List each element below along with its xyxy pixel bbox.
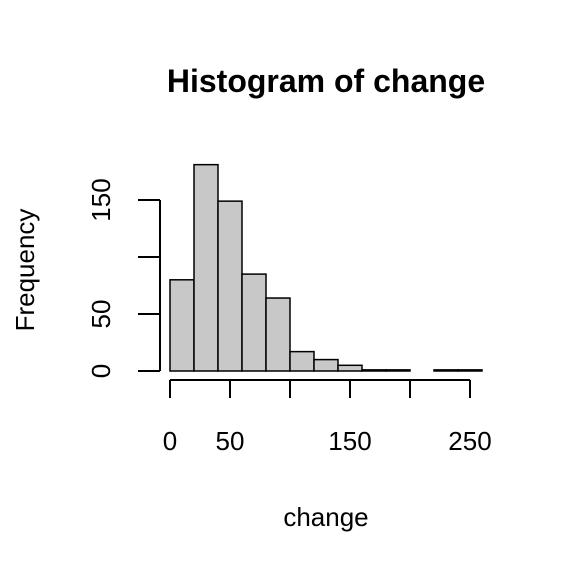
- x-tick-label-250: 250: [448, 426, 491, 456]
- histogram-bar-1: [193, 163, 219, 372]
- histogram-bar-8: [361, 369, 387, 372]
- histogram-bar-9: [385, 369, 411, 372]
- histogram-bar-12: [457, 369, 483, 372]
- histogram-bar-4: [265, 297, 291, 372]
- y-tick-label-0: 0: [86, 364, 116, 378]
- histogram-bar-7: [337, 364, 363, 372]
- histogram-bar-0: [169, 279, 195, 372]
- x-tick-label-50: 50: [216, 426, 245, 456]
- chart-title: Histogram of change: [167, 63, 485, 99]
- x-axis: 0 50 150 250: [163, 379, 492, 456]
- histogram-bar-11: [433, 369, 459, 372]
- x-tick-label-0: 0: [163, 426, 177, 456]
- y-tick-label-50: 50: [86, 300, 116, 329]
- histogram-bar-6: [313, 358, 339, 372]
- y-tick-label-150: 150: [86, 178, 116, 221]
- x-axis-label: change: [283, 502, 368, 532]
- y-axis-label: Frequency: [10, 209, 40, 332]
- histogram-bar-5: [289, 350, 315, 372]
- histogram-bar-2: [217, 200, 243, 372]
- x-tick-label-150: 150: [328, 426, 371, 456]
- histogram-bar-3: [241, 273, 267, 372]
- bars: [169, 163, 483, 372]
- y-axis: 0 50 150: [86, 178, 161, 378]
